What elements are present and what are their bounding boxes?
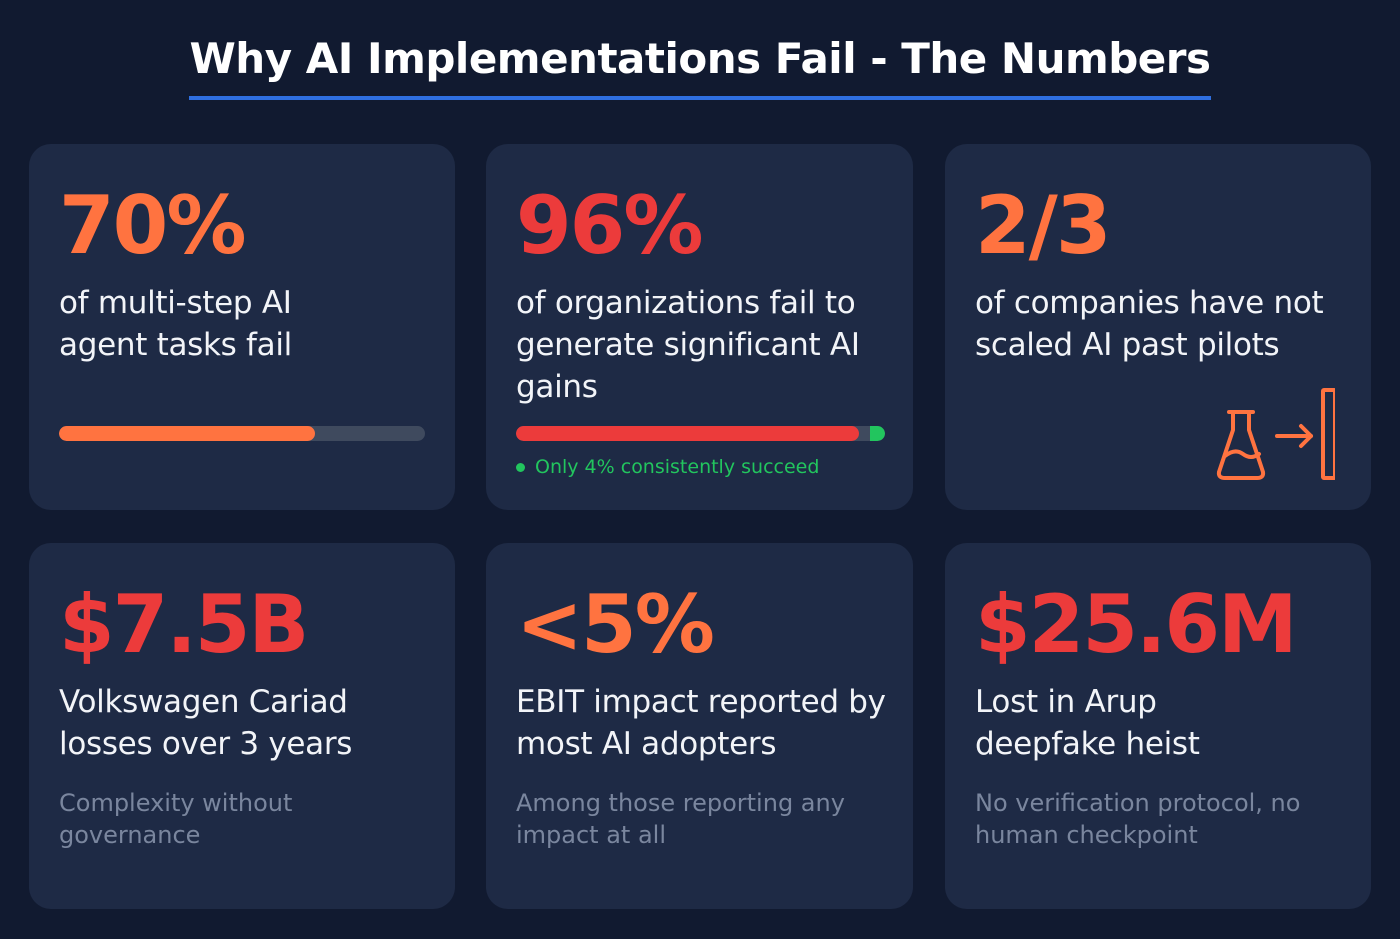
success-note: Only 4% consistently succeed: [516, 456, 819, 478]
succeed-segment: [870, 426, 885, 441]
stat-card-organizations: 96% of organizations fail to generate si…: [486, 144, 913, 510]
stat-description: of organizations fail to generate signif…: [516, 285, 860, 405]
flask-arrow-barrier-icon: [1216, 388, 1335, 480]
stat-value: $25.6M: [975, 578, 1298, 671]
stat-subtext: Complexity without governance: [59, 789, 293, 849]
stat-description: EBIT impact reported by most AI adopters: [516, 684, 886, 762]
stat-subtext: No verification protocol, no human check…: [975, 789, 1301, 849]
stat-description: Lost in Arup deepfake heist: [975, 684, 1200, 762]
progress-bar: [59, 426, 425, 441]
stat-value: 70%: [59, 179, 246, 272]
stat-description: of companies have not scaled AI past pil…: [975, 285, 1324, 363]
note-text: Only 4% consistently succeed: [535, 456, 820, 478]
stat-description: of multi-step AI agent tasks fail: [59, 285, 292, 363]
page-title: Why AI Implementations Fail - The Number…: [189, 35, 1211, 101]
progress-fill: [59, 426, 316, 441]
stat-card-ebit: <5% EBIT impact reported by most AI adop…: [486, 543, 913, 909]
stat-card-agent-tasks: 70% of multi-step AI agent tasks fail: [29, 144, 455, 510]
stat-card-arup: $25.6M Lost in Arup deepfake heist No ve…: [945, 543, 1371, 909]
stat-card-volkswagen: $7.5B Volkswagen Cariad losses over 3 ye…: [29, 543, 455, 909]
stat-value: 96%: [516, 179, 703, 272]
header: Why AI Implementations Fail - The Number…: [0, 0, 1400, 101]
gap-segment: [859, 426, 870, 441]
stat-card-pilots: 2/3 of companies have not scaled AI past…: [945, 144, 1371, 510]
stat-value: 2/3: [975, 179, 1112, 272]
fail-segment: [516, 426, 860, 441]
split-progress-bar: [516, 426, 885, 441]
stat-value: <5%: [516, 578, 715, 671]
stat-subtext: Among those reporting any impact at all: [516, 789, 845, 849]
stat-value: $7.5B: [59, 578, 309, 671]
stat-description: Volkswagen Cariad losses over 3 years: [59, 684, 353, 762]
green-dot-icon: [516, 462, 525, 472]
